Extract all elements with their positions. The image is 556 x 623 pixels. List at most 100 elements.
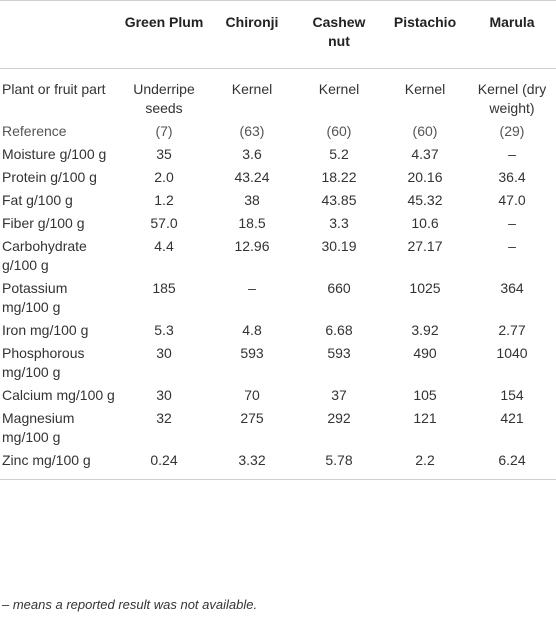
table-cell: Underripe seeds <box>133 81 195 116</box>
table-cell: 275 <box>240 410 264 426</box>
row-label: Fiber g/100 g <box>2 215 85 231</box>
table-cell: 593 <box>240 345 264 361</box>
table-cell: 105 <box>413 387 437 403</box>
row-label: Calcium mg/100 g <box>2 387 115 403</box>
table-cell: 37 <box>331 387 347 403</box>
table-cell: 32 <box>156 410 172 426</box>
header-row: Green Plum Chironji Cashew nut Pistachio… <box>0 0 556 69</box>
table-row: Calcium mg/100 g 30 70 37 105 154 <box>0 384 556 407</box>
table-cell: 38 <box>244 192 260 208</box>
table-cell: Kernel <box>404 81 446 97</box>
table-cell: 6.24 <box>468 449 556 480</box>
table-cell: 2.0 <box>154 169 174 185</box>
table-cell: 660 <box>327 280 351 296</box>
table-cell: 5.2 <box>329 146 349 162</box>
table-cell: 3.3 <box>329 215 349 231</box>
table-cell: 3.92 <box>411 322 439 338</box>
table-cell: Kernel <box>318 81 360 97</box>
table-cell: 45.32 <box>407 192 443 208</box>
table-cell: 1025 <box>409 280 441 296</box>
table-row: Fiber g/100 g 57.0 18.5 3.3 10.6 – <box>0 212 556 235</box>
table-cell: 47.0 <box>498 192 526 208</box>
table-cell: 12.96 <box>234 238 270 254</box>
header-cell-pistachio: Pistachio <box>382 0 468 69</box>
table-cell: 2.77 <box>498 322 526 338</box>
table-cell: 154 <box>500 387 524 403</box>
table-cell: 36.4 <box>498 169 526 185</box>
table-row: Reference (7) (63) (60) (60) (29) <box>0 120 556 143</box>
reference-link[interactable]: (60) <box>326 123 352 139</box>
table-cell: 2.2 <box>382 449 468 480</box>
table-row: Moisture g/100 g 35 3.6 5.2 4.37 – <box>0 143 556 166</box>
table-row: Carbohydrate g/100 g 4.4 12.96 30.19 27.… <box>0 235 556 277</box>
reference-link[interactable]: (7) <box>155 123 173 139</box>
table-cell: Kernel <box>231 81 273 97</box>
table-cell: 35 <box>156 146 172 162</box>
table-row: Protein g/100 g 2.0 43.24 18.22 20.16 36… <box>0 166 556 189</box>
table-cell: – <box>508 215 516 231</box>
reference-link[interactable]: (60) <box>412 123 438 139</box>
table-row: Phosphorous mg/100 g 30 593 593 490 1040 <box>0 342 556 384</box>
table-cell: Kernel (dry weight) <box>477 81 547 116</box>
header-cell-cashew-nut: Cashew nut <box>296 0 382 69</box>
table-cell: 1.2 <box>154 192 174 208</box>
table-cell: 43.85 <box>321 192 357 208</box>
table-cell: – <box>508 238 516 254</box>
table-cell: 5.78 <box>296 449 382 480</box>
table-row: Iron mg/100 g 5.3 4.8 6.68 3.92 2.77 <box>0 319 556 342</box>
table-cell: – <box>508 146 516 162</box>
table-cell: 593 <box>327 345 351 361</box>
header-cell-marula: Marula <box>468 0 556 69</box>
table-cell: 43.24 <box>234 169 270 185</box>
table-cell: 20.16 <box>407 169 443 185</box>
table-cell: 30.19 <box>321 238 357 254</box>
table-cell: 18.22 <box>321 169 357 185</box>
table-cell: 185 <box>152 280 176 296</box>
table-cell: 121 <box>413 410 437 426</box>
table-row: Fat g/100 g 1.2 38 43.85 45.32 47.0 <box>0 189 556 212</box>
table-cell: 0.24 <box>120 449 208 480</box>
table-cell: 57.0 <box>150 215 178 231</box>
table-row: Magnesium mg/100 g 32 275 292 121 421 <box>0 407 556 449</box>
table-cell: 3.6 <box>242 146 262 162</box>
header-cell-row-label <box>0 0 120 69</box>
row-label: Potassium mg/100 g <box>2 280 68 315</box>
table-cell: 490 <box>413 345 437 361</box>
row-label: Zinc mg/100 g <box>0 449 120 480</box>
row-label: Carbohydrate g/100 g <box>2 238 87 273</box>
row-label: Fat g/100 g <box>2 192 73 208</box>
table-cell: 4.4 <box>154 238 174 254</box>
row-label: Phosphorous mg/100 g <box>2 345 85 380</box>
table-row: Plant or fruit part Underripe seeds Kern… <box>0 69 556 121</box>
table-cell: 421 <box>500 410 524 426</box>
header-cell-chironji: Chironji <box>208 0 296 69</box>
table-cell: 6.68 <box>325 322 353 338</box>
table-cell: 10.6 <box>411 215 439 231</box>
table-cell: 4.8 <box>242 322 262 338</box>
row-label: Magnesium mg/100 g <box>2 410 75 445</box>
table-cell: 3.32 <box>208 449 296 480</box>
header-cell-green-plum: Green Plum <box>120 0 208 69</box>
table-cell: 18.5 <box>238 215 266 231</box>
row-label: Iron mg/100 g <box>2 322 89 338</box>
table-cell: 1040 <box>496 345 528 361</box>
row-label: Reference <box>2 123 67 139</box>
reference-link[interactable]: (63) <box>239 123 265 139</box>
row-label: Protein g/100 g <box>2 169 97 185</box>
table-cell: 4.37 <box>411 146 439 162</box>
table-cell: 30 <box>156 345 172 361</box>
table-cell: – <box>248 280 256 296</box>
table-cell: 5.3 <box>154 322 174 338</box>
table-body: Plant or fruit part Underripe seeds Kern… <box>0 69 556 480</box>
reference-link[interactable]: (29) <box>499 123 525 139</box>
table-cell: 292 <box>327 410 351 426</box>
table-cell: 27.17 <box>407 238 443 254</box>
table-cell: 364 <box>500 280 524 296</box>
table-cell: 30 <box>156 387 172 403</box>
table-cell: 70 <box>244 387 260 403</box>
nutrient-comparison-table: Green Plum Chironji Cashew nut Pistachio… <box>0 0 556 480</box>
table-row: Potassium mg/100 g 185 – 660 1025 364 <box>0 277 556 319</box>
row-label: Plant or fruit part <box>2 81 106 97</box>
table-row: Zinc mg/100 g 0.24 3.32 5.78 2.2 6.24 <box>0 449 556 480</box>
